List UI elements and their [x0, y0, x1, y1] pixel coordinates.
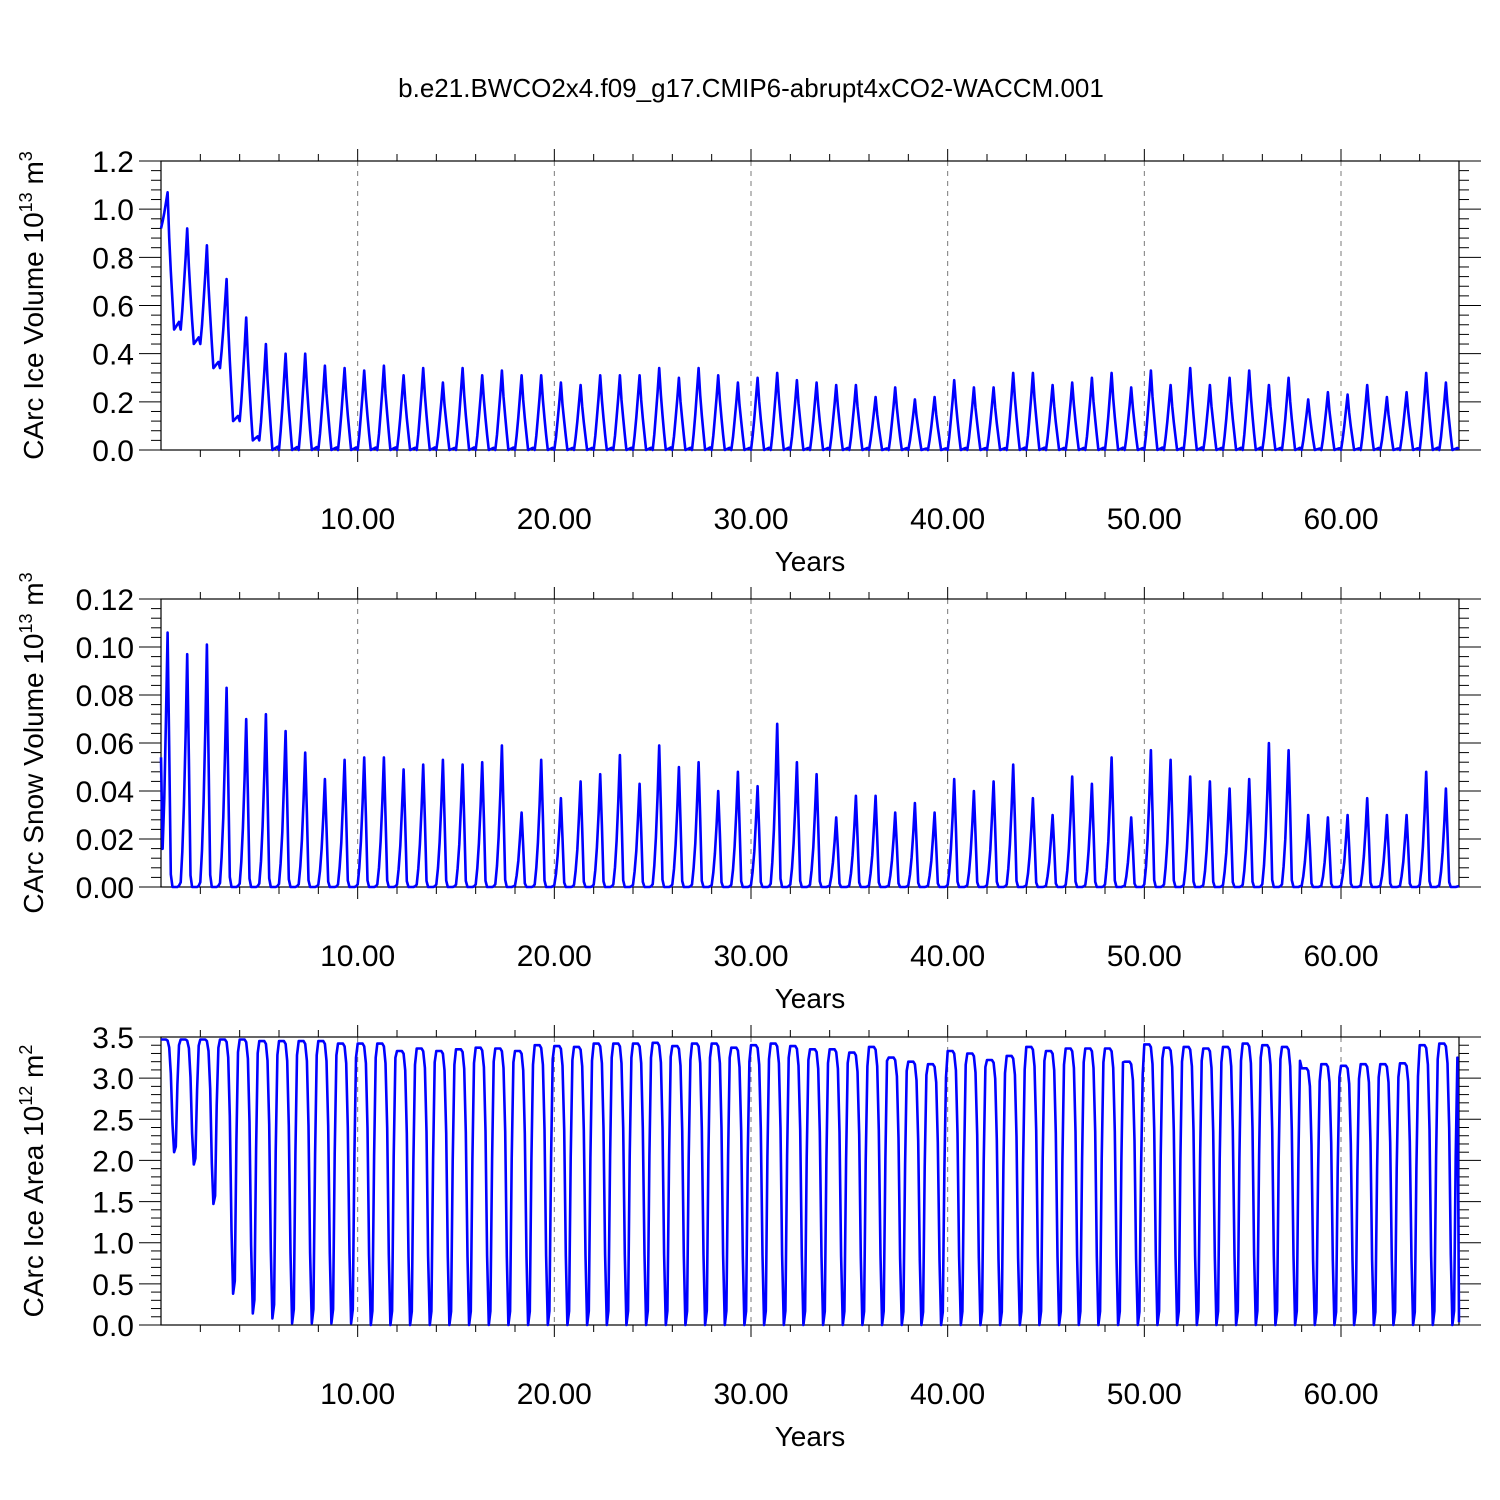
panel-snow-volume: 0.00 0.02 0.04 0.06 0.08 0.10 0.12 10.00 20.00 30… — [16, 572, 1481, 1014]
figure-title: b.e21.BWCO2x4.f09_g17.CMIP6-abrupt4xCO2-… — [398, 73, 1104, 103]
x-tick-label: 30.00 — [713, 503, 788, 536]
plot-frame — [160, 598, 1460, 888]
y-tick-label: 0.0 — [92, 1310, 134, 1343]
y-tick-label: 0.06 — [76, 728, 134, 761]
x-axis-title: Years — [775, 983, 846, 1014]
y-tick-label: 0.8 — [92, 242, 134, 275]
x-tick-label: 10.00 — [320, 940, 395, 973]
y-tick-label: 0.10 — [76, 632, 134, 665]
y-tick-label: 0.2 — [92, 387, 134, 420]
x-tick-label: 20.00 — [517, 940, 592, 973]
y-tick-label: 0.08 — [76, 680, 134, 713]
y-tick-label: 0.12 — [76, 584, 134, 617]
x-tick-label: 10.00 — [320, 503, 395, 536]
x-tick-label: 20.00 — [517, 1378, 592, 1411]
x-axis-title: Years — [775, 546, 846, 577]
y-axis-title: CArc Ice Area 1012 m2 — [16, 1045, 49, 1318]
x-tick-label: 60.00 — [1303, 940, 1378, 973]
x-tick-label: 30.00 — [713, 1378, 788, 1411]
x-tick-label: 40.00 — [910, 503, 985, 536]
y-axis-title: CArc Snow Volume 1013 m3 — [16, 572, 49, 913]
y-tick-label: 0.5 — [92, 1269, 134, 1302]
series-line — [159, 631, 1460, 889]
y-tick-label: 1.0 — [92, 194, 134, 227]
series-line — [161, 1038, 1461, 1327]
y-tick-label: 0.6 — [92, 291, 134, 324]
y-tick-label: 3.5 — [92, 1022, 134, 1055]
y-tick-label: 1.5 — [92, 1187, 134, 1220]
x-tick-label: 40.00 — [910, 1378, 985, 1411]
x-axis-title: Years — [775, 1421, 846, 1452]
y-tick-label: 0.02 — [76, 824, 134, 857]
y-tick-label: 2.5 — [92, 1104, 134, 1137]
panel-ice-volume: 0.0 0.2 0.4 0.6 0.8 1.0 1.2 10.00 20.00 30.00 40.0… — [16, 146, 1481, 577]
x-tick-label: 50.00 — [1107, 940, 1182, 973]
panel-ice-area: 0.0 0.5 1.0 1.5 2.0 2.5 3.0 3.5 10.00 20.00 30.00 4… — [16, 1022, 1481, 1452]
y-tick-label: 0.00 — [76, 872, 134, 905]
x-tick-label: 50.00 — [1107, 1378, 1182, 1411]
y-tick-label: 2.0 — [92, 1145, 134, 1178]
series-line — [159, 191, 1460, 452]
x-tick-label: 50.00 — [1107, 503, 1182, 536]
x-tick-label: 60.00 — [1303, 1378, 1378, 1411]
y-axis-title: CArc Ice Volume 1013 m3 — [16, 151, 49, 460]
x-tick-label: 40.00 — [910, 940, 985, 973]
x-tick-label: 60.00 — [1303, 503, 1378, 536]
y-tick-label: 3.0 — [92, 1063, 134, 1096]
y-tick-label: 1.2 — [92, 146, 134, 179]
y-tick-label: 0.0 — [92, 435, 134, 468]
y-tick-label: 0.4 — [92, 339, 134, 372]
y-tick-label: 1.0 — [92, 1228, 134, 1261]
x-tick-label: 10.00 — [320, 1378, 395, 1411]
y-tick-label: 0.04 — [76, 776, 134, 809]
x-tick-label: 20.00 — [517, 503, 592, 536]
x-tick-label: 30.00 — [713, 940, 788, 973]
